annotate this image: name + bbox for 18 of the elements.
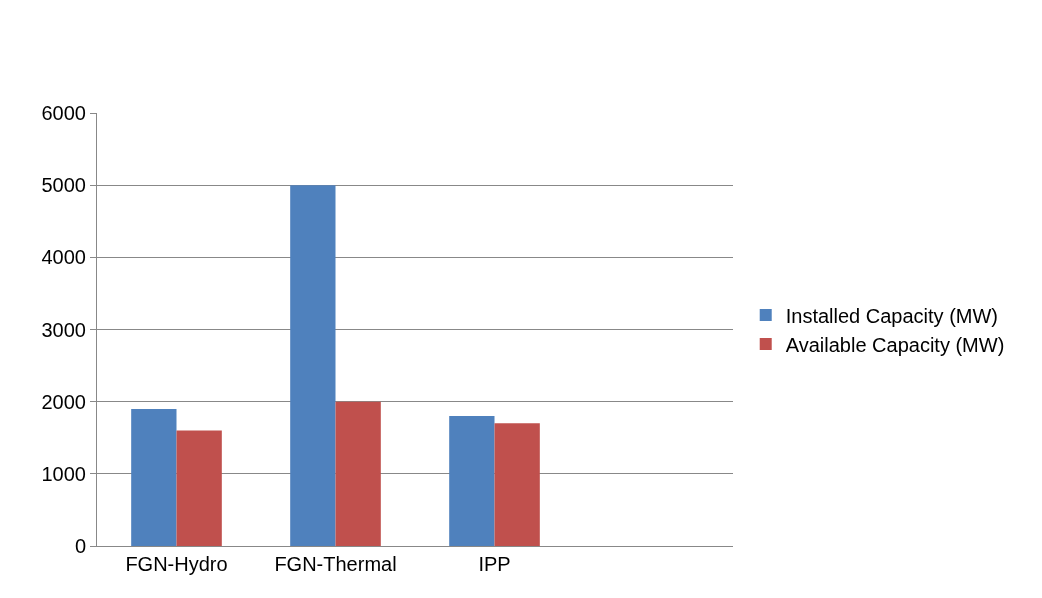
bar: [290, 185, 336, 546]
bar: [494, 423, 540, 546]
y-tick-label: 5000: [41, 174, 86, 197]
y-tick-label: 1000: [41, 462, 86, 485]
x-tick-label: IPP: [478, 553, 511, 575]
y-tick-label: 2000: [41, 390, 86, 413]
x-tick-label: FGN-Hydro: [125, 553, 228, 575]
bar: [449, 416, 495, 546]
y-tick-label: 4000: [41, 246, 86, 269]
y-tick-label: 0: [74, 535, 86, 557]
y-tick-label: 6000: [41, 102, 86, 124]
legend-label: Available Capacity (MW): [785, 333, 1005, 356]
y-tick-label: 3000: [41, 318, 86, 341]
x-tick-label: FGN-Thermal: [274, 553, 397, 575]
legend-label: Installed Capacity (MW): [785, 304, 998, 327]
bar: [131, 408, 177, 546]
bar: [176, 430, 222, 546]
bar: [335, 401, 381, 546]
